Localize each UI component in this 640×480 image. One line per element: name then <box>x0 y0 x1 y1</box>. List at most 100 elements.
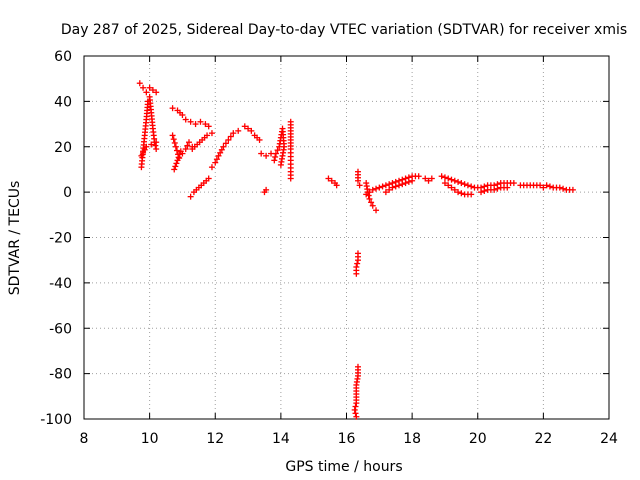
data-point <box>356 182 363 189</box>
y-tick-label: 0 <box>63 185 72 201</box>
data-point <box>202 121 209 128</box>
data-point <box>461 181 468 188</box>
data-point <box>171 166 178 173</box>
data-point <box>172 143 179 150</box>
data-point <box>379 183 386 190</box>
y-tick-label: 40 <box>54 94 72 110</box>
data-point <box>468 183 475 190</box>
data-point <box>215 152 222 159</box>
data-point <box>543 182 550 189</box>
data-point <box>192 121 199 128</box>
data-point <box>248 127 255 134</box>
data-point <box>263 186 270 193</box>
data-point <box>277 161 284 168</box>
data-point <box>208 130 215 137</box>
data-point <box>510 180 517 187</box>
x-tick-label: 22 <box>534 431 552 447</box>
x-axis-label: GPS time / hours <box>285 459 402 475</box>
data-point <box>187 118 194 125</box>
y-tick-label: -80 <box>49 367 72 383</box>
data-point <box>468 191 475 198</box>
data-point <box>352 403 359 410</box>
axes <box>83 55 610 420</box>
data-point <box>205 123 212 130</box>
data-point <box>333 182 340 189</box>
data-point <box>569 186 576 193</box>
data-point <box>491 186 498 193</box>
data-point <box>212 159 219 166</box>
data-point <box>409 177 416 184</box>
x-tick-label: 8 <box>80 431 89 447</box>
data-point <box>445 175 452 182</box>
data-point <box>481 187 488 194</box>
chart-title: Day 287 of 2025, Sidereal Day-to-day VTE… <box>61 22 627 38</box>
data-point <box>174 157 181 164</box>
x-tick-label: 12 <box>206 431 224 447</box>
x-tick-label: 18 <box>403 431 421 447</box>
data-point <box>478 189 485 196</box>
data-point <box>138 152 145 159</box>
data-point <box>363 191 370 198</box>
data-point <box>227 133 234 140</box>
data-point <box>354 260 361 267</box>
data-point <box>354 177 361 184</box>
data-point <box>263 152 270 159</box>
data-point <box>170 136 177 143</box>
data-point <box>208 164 215 171</box>
data-point <box>448 184 455 191</box>
data-point <box>152 142 159 149</box>
data-point <box>540 184 547 191</box>
y-tick-label: 20 <box>54 140 72 156</box>
data-point <box>376 184 383 191</box>
data-point <box>149 87 156 94</box>
data-point <box>368 199 375 206</box>
data-point <box>402 180 409 187</box>
data-point <box>441 174 448 181</box>
data-point <box>537 182 544 189</box>
data-point <box>546 183 553 190</box>
data-point <box>369 186 376 193</box>
data-point <box>271 157 278 164</box>
data-point <box>504 184 511 191</box>
data-point <box>153 89 160 96</box>
data-point <box>389 184 396 191</box>
data-point <box>256 136 263 143</box>
data-point <box>405 178 412 185</box>
data-point <box>325 175 332 182</box>
data-point <box>415 173 422 180</box>
data-point <box>386 181 393 188</box>
x-tick-label: 10 <box>141 431 159 447</box>
data-point <box>458 180 465 187</box>
data-point <box>153 139 160 146</box>
data-point <box>369 202 376 209</box>
data-point <box>556 184 563 191</box>
data-point <box>438 173 445 180</box>
data-point <box>182 116 189 123</box>
data-point <box>179 111 186 118</box>
data-point <box>353 400 360 407</box>
data-point <box>353 270 360 277</box>
data-point <box>272 150 279 157</box>
x-tick-label: 24 <box>600 431 618 447</box>
data-point <box>140 149 147 156</box>
data-point <box>354 257 361 264</box>
data-point <box>172 163 179 170</box>
data-point <box>373 207 380 214</box>
data-point <box>272 153 279 160</box>
data-point <box>428 175 435 182</box>
data-point <box>382 182 389 189</box>
data-point <box>464 182 471 189</box>
data-point <box>225 136 232 143</box>
data-point <box>143 89 150 96</box>
data-point <box>351 406 358 413</box>
data-point <box>274 147 281 154</box>
data-point <box>218 146 225 153</box>
data-point <box>241 123 248 130</box>
y-tick-label: -60 <box>49 321 72 337</box>
data-points <box>136 80 576 420</box>
data-point <box>328 177 335 184</box>
data-point <box>187 193 194 200</box>
data-point <box>230 130 237 137</box>
data-point <box>445 182 452 189</box>
data-point <box>451 177 458 184</box>
